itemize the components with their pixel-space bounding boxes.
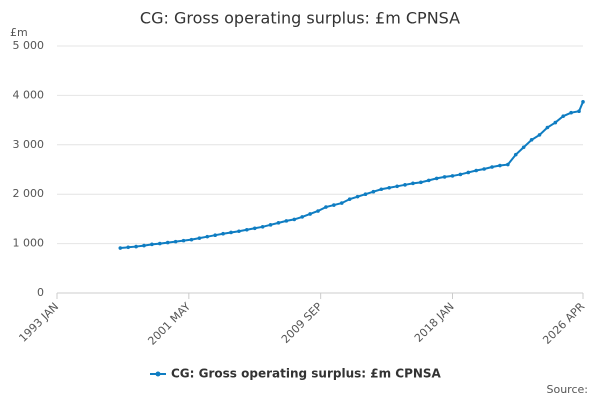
point xyxy=(252,226,257,231)
point xyxy=(553,120,558,125)
point xyxy=(229,230,233,235)
point xyxy=(134,244,138,249)
source: Source: xyxy=(547,383,589,396)
point xyxy=(545,125,550,130)
point xyxy=(150,242,154,247)
point xyxy=(173,239,178,244)
point xyxy=(371,189,376,194)
point xyxy=(561,114,566,118)
point xyxy=(355,194,360,199)
point xyxy=(165,240,170,245)
point xyxy=(205,234,210,239)
x-tick-label: 2001 MAY xyxy=(145,300,193,348)
y-tick-label: 0 xyxy=(37,286,44,299)
point xyxy=(260,225,265,229)
y-tick-label: 1 000 xyxy=(13,237,45,250)
point xyxy=(529,138,534,142)
point xyxy=(450,174,455,178)
point xyxy=(466,170,471,175)
point xyxy=(292,217,297,222)
point xyxy=(419,180,423,185)
x-tick-label: 2026 APR xyxy=(540,300,587,347)
point xyxy=(442,175,447,179)
y-tick-label: 3 000 xyxy=(13,138,45,151)
legend-label: CG: Gross operating surplus: £m CPNSA xyxy=(171,367,442,381)
point xyxy=(363,192,368,196)
point xyxy=(237,229,241,234)
point xyxy=(181,238,186,243)
point xyxy=(434,176,439,181)
y-tick-label: 5 000 xyxy=(13,39,45,52)
point xyxy=(221,231,225,236)
point xyxy=(395,184,399,189)
y-tick-label: 4 000 xyxy=(13,88,45,101)
point xyxy=(537,133,542,137)
x-tick-label: 1993 JAN xyxy=(16,300,61,345)
point xyxy=(142,243,146,248)
point xyxy=(316,209,320,213)
point xyxy=(379,187,384,192)
point xyxy=(347,197,352,201)
point xyxy=(490,165,494,169)
point xyxy=(387,185,392,190)
point xyxy=(126,245,130,250)
point xyxy=(569,110,573,115)
x-tick-label: 2018 JAN xyxy=(412,300,457,345)
point xyxy=(411,181,415,186)
point xyxy=(189,237,194,242)
chart-title: CG: Gross operating surplus: £m CPNSA xyxy=(140,9,460,28)
point xyxy=(521,145,526,150)
line xyxy=(120,101,584,250)
y-tick-label: 2 000 xyxy=(13,187,45,200)
point xyxy=(498,163,502,168)
point xyxy=(581,100,585,104)
point xyxy=(308,212,312,216)
y-unit: £m xyxy=(10,26,28,39)
point xyxy=(300,215,305,219)
point xyxy=(118,246,123,250)
point xyxy=(245,227,249,232)
point xyxy=(268,223,273,227)
point xyxy=(458,172,463,177)
legend-marker xyxy=(155,371,161,377)
point xyxy=(213,233,217,238)
point xyxy=(513,152,518,157)
point xyxy=(197,236,202,240)
point xyxy=(474,168,479,173)
point xyxy=(506,162,510,167)
point xyxy=(403,183,407,187)
point xyxy=(158,241,162,246)
point xyxy=(284,219,289,223)
point xyxy=(339,201,344,205)
point xyxy=(426,178,431,183)
point xyxy=(332,203,336,207)
point xyxy=(577,109,581,114)
point xyxy=(276,221,281,225)
x-tick-label: 2009 SEP xyxy=(279,300,325,346)
point xyxy=(482,167,486,171)
point xyxy=(324,205,328,209)
